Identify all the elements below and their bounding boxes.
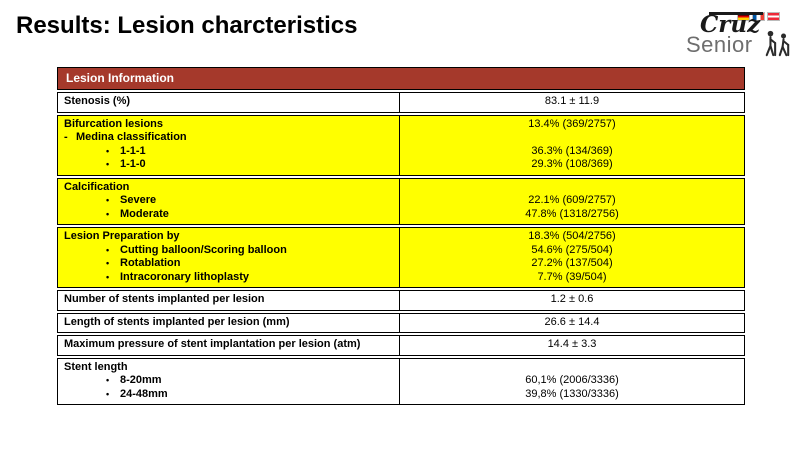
value-line: 22.1% (609/2757)	[528, 194, 616, 206]
label-line: Calcification	[58, 181, 399, 195]
row-label-cell: Maximum pressure of stent implantation p…	[57, 335, 400, 356]
value-line: 7.7% (39/504)	[537, 270, 607, 283]
label-text: 8-20mm	[120, 374, 162, 386]
value-line: 54.6% (275/504)	[531, 243, 613, 256]
dash-bullet-icon: -	[64, 131, 68, 143]
label-text: Calcification	[64, 180, 130, 193]
label-text: Stent length	[64, 360, 128, 373]
value-line: 14.4 ± 3.3	[547, 338, 597, 350]
row-value-cell: 18.3% (504/2756) 54.6% (275/504) 27.2% (13…	[400, 227, 745, 288]
value-line	[400, 181, 744, 195]
label-line: • Moderate	[58, 208, 399, 222]
table-body: Stenosis (%) 83.1 ± 11.9 Bifurcation lesio…	[57, 92, 745, 405]
value-line: 27.2% (137/504)	[531, 257, 613, 269]
value-line: 36.3% (134/369)	[531, 144, 613, 157]
table-row: Lesion Preparation by • Cutting balloon/Sc…	[57, 227, 745, 288]
label-line: Length of stents implanted per lesion (m…	[58, 316, 399, 330]
row-value-cell: 14.4 ± 3.3	[400, 335, 745, 356]
value-line: 39,8% (1330/3336)	[525, 387, 619, 400]
table-row: Calcification • Severe • Moderate 22.1% (609…	[57, 177, 745, 225]
dot-bullet-icon: •	[106, 195, 110, 205]
label-text: Stenosis (%)	[64, 95, 131, 107]
label-text: Number of stents implanted per lesion	[64, 293, 265, 305]
label-line: • 24-48mm	[58, 388, 399, 402]
austria-flag-icon	[767, 12, 780, 21]
page-title: Results: Lesion charcteristics	[16, 12, 358, 39]
label-text: Bifurcation lesions	[64, 117, 164, 130]
dot-bullet-icon: •	[106, 388, 110, 399]
value-line: 26.6 ± 14.4	[544, 315, 600, 328]
label-line: Stent length	[58, 361, 399, 375]
dot-bullet-icon: •	[106, 375, 110, 385]
elderly-couple-icon	[762, 29, 792, 62]
row-value-cell: 60,1% (2006/3336) 39,8% (1330/3336)	[400, 357, 745, 405]
label-line: • 1-1-1	[58, 145, 399, 159]
row-label-cell: Stent length • 8-20mm • 24-48mm	[57, 357, 400, 405]
label-text: Medina classification	[76, 131, 187, 143]
dot-bullet-icon: •	[106, 244, 110, 255]
label-line: Maximum pressure of stent implantation p…	[58, 338, 399, 352]
row-value-cell: 26.6 ± 14.4	[400, 312, 745, 333]
label-line: • 8-20mm	[58, 374, 399, 388]
table-row: Stent length • 8-20mm • 24-48mm 60,1% (2006/…	[57, 357, 745, 405]
table-row: Stenosis (%) 83.1 ± 11.9	[57, 92, 745, 113]
label-text: Length of stents implanted per lesion (m…	[64, 315, 290, 328]
dot-bullet-icon: •	[106, 145, 110, 156]
label-line: • Cutting balloon/Scoring balloon	[58, 244, 399, 258]
label-line: Number of stents implanted per lesion	[58, 293, 399, 307]
row-value-cell: 22.1% (609/2757) 47.8% (1318/2756)	[400, 177, 745, 225]
row-label-cell: Bifurcation lesions - Medina classificatio…	[57, 114, 400, 176]
value-line	[400, 131, 744, 145]
senior-wordmark: Senior	[686, 32, 753, 57]
value-line: 13.4% (369/2757)	[528, 117, 616, 130]
cruz-wordmark: Cruz	[700, 11, 764, 38]
value-line: 1.2 ± 0.6	[550, 293, 594, 305]
label-text: Lesion Preparation by	[64, 230, 180, 242]
label-text: Moderate	[120, 207, 169, 220]
value-line: 47.8% (1318/2756)	[525, 207, 619, 220]
label-line: • Severe	[58, 194, 399, 208]
table-row: Number of stents implanted per lesion 1.2…	[57, 290, 745, 311]
label-text: Rotablation	[120, 257, 181, 269]
label-line: • Intracoronary lithoplasty	[58, 271, 399, 285]
label-text: Cutting balloon/Scoring balloon	[120, 243, 287, 256]
label-text: 1-1-1	[120, 144, 146, 157]
label-text: 1-1-0	[120, 158, 146, 170]
table-row: Maximum pressure of stent implantation p…	[57, 335, 745, 356]
row-value-cell: 83.1 ± 11.9	[400, 92, 745, 113]
value-line: 29.3% (108/369)	[531, 158, 613, 170]
label-line: Bifurcation lesions	[58, 118, 399, 132]
row-value-cell: 13.4% (369/2757) 36.3% (134/369) 29.3% (1…	[400, 114, 745, 176]
value-line: 18.3% (504/2756)	[528, 230, 616, 242]
dot-bullet-icon: •	[106, 271, 110, 282]
table-header: Lesion Information	[57, 67, 745, 90]
row-label-cell: Lesion Preparation by • Cutting balloon/Sc…	[57, 227, 400, 288]
label-line: • 1-1-0	[58, 158, 399, 172]
label-line: Stenosis (%)	[58, 95, 399, 109]
row-label-cell: Length of stents implanted per lesion (m…	[57, 312, 400, 333]
label-line: Lesion Preparation by	[58, 230, 399, 244]
table-row: Length of stents implanted per lesion (m…	[57, 312, 745, 333]
value-line: 60,1% (2006/3336)	[525, 374, 619, 386]
label-text: 24-48mm	[120, 387, 168, 400]
value-line: 83.1 ± 11.9	[544, 95, 600, 107]
lesion-information-table: Lesion Information Stenosis (%) 83.1 ± 11…	[57, 67, 745, 405]
label-line: • Rotablation	[58, 257, 399, 271]
label-text: Maximum pressure of stent implantation p…	[64, 338, 361, 350]
cruz-senior-logo: Cruz Senior	[686, 4, 790, 62]
dot-bullet-icon: •	[106, 208, 110, 219]
dot-bullet-icon: •	[106, 159, 110, 169]
label-line: - Medina classification	[58, 131, 399, 145]
label-text: Intracoronary lithoplasty	[120, 270, 249, 283]
row-label-cell: Stenosis (%)	[57, 92, 400, 113]
row-label-cell: Number of stents implanted per lesion	[57, 290, 400, 311]
row-value-cell: 1.2 ± 0.6	[400, 290, 745, 311]
row-label-cell: Calcification • Severe • Moderate	[57, 177, 400, 225]
table-row: Bifurcation lesions - Medina classificatio…	[57, 114, 745, 176]
dot-bullet-icon: •	[106, 258, 110, 268]
label-text: Severe	[120, 194, 157, 206]
value-line	[400, 361, 744, 375]
